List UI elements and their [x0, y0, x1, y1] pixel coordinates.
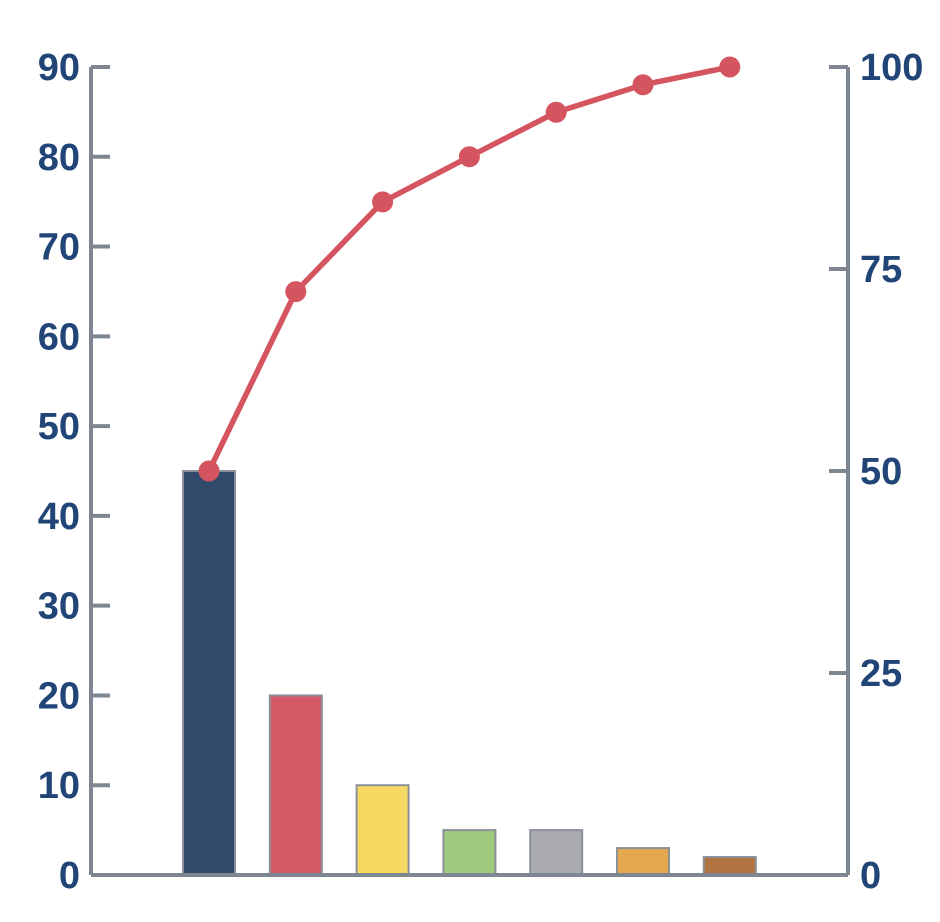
left-axis-tick-label: 10: [38, 765, 80, 807]
left-axis-tick-label: 30: [38, 586, 80, 628]
pareto-bar-3: [355, 784, 410, 877]
labels-layer: 0 10 20 30 40 50 60 70 80 90 0 25 50 75 100: [38, 47, 924, 897]
cumulative-line-marker-1: [198, 460, 220, 482]
cumulative-line-marker-3: [372, 191, 394, 213]
right-axis-tick-label: 100: [860, 47, 923, 89]
cumulative-line-marker-5: [545, 101, 567, 123]
left-axis-tick-label: 90: [38, 47, 80, 89]
line-layer: [198, 56, 741, 482]
left-axis-tick-label: 50: [38, 406, 80, 448]
right-axis-tick-label: 25: [860, 653, 902, 695]
pareto-bar-7: [702, 856, 757, 876]
left-axis-tick-label: 20: [38, 675, 80, 717]
left-axis-tick-label: 40: [38, 496, 80, 538]
cumulative-line-marker-4: [458, 146, 480, 168]
pareto-bar-5: [529, 829, 584, 876]
right-axis-tick-label: 75: [860, 249, 902, 291]
right-axis-tick-label: 0: [860, 855, 881, 897]
cumulative-line-marker-6: [632, 74, 654, 96]
cumulative-line-marker-7: [719, 56, 741, 78]
pareto-bar-2: [268, 694, 323, 877]
left-axis-tick-label: 70: [38, 227, 80, 269]
cumulative-line-marker-2: [285, 281, 307, 303]
bars-layer: [182, 470, 757, 877]
left-axis-tick-label: 60: [38, 316, 80, 358]
axes-layer: [89, 65, 850, 877]
left-axis-tick-label: 0: [59, 855, 80, 897]
right-axis-tick-label: 50: [860, 451, 902, 493]
left-axis-tick-label: 80: [38, 137, 80, 179]
cumulative-line: [206, 64, 733, 474]
pareto-bar-1: [182, 470, 236, 876]
pareto-bar-4: [442, 829, 497, 876]
pareto-bar-6: [616, 847, 670, 876]
